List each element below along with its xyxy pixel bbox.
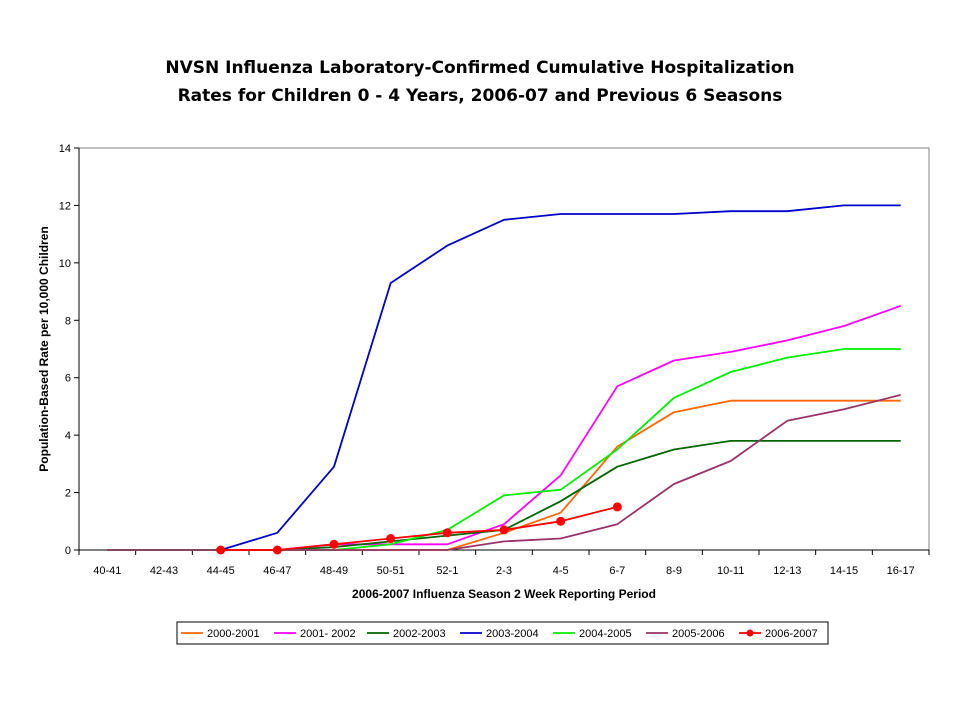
y-tick-label: 12 [59, 200, 71, 212]
data-point-2006-2007 [386, 534, 396, 544]
data-point-2006-2007 [272, 545, 282, 555]
y-axis-title: Population-Based Rate per 10,000 Childre… [37, 226, 51, 471]
series-line-2006-2007 [220, 506, 618, 551]
x-axis-title: 2006-2007 Influenza Season 2 Week Report… [352, 587, 656, 601]
y-tick-label: 8 [65, 315, 71, 327]
legend-label: 2005-2006 [672, 628, 725, 640]
x-tick-label: 48-49 [320, 565, 348, 577]
series-line-2001-2002 [107, 305, 902, 551]
x-tick-label: 10-11 [717, 565, 744, 577]
y-tick-label: 2 [65, 488, 71, 500]
x-tick-label: 12-13 [773, 565, 801, 577]
y-tick-label: 6 [65, 373, 71, 385]
y-tick-label: 0 [65, 545, 71, 557]
x-tick-label: 14-15 [830, 565, 858, 577]
legend-label: 2002-2003 [393, 628, 446, 640]
data-point-2006-2007 [329, 539, 339, 549]
x-tick-label: 46-47 [263, 565, 291, 577]
x-tick-label: 2-3 [496, 565, 512, 577]
y-tick-label: 4 [65, 430, 71, 442]
x-tick-label: 50-51 [377, 565, 405, 577]
x-tick-label: 6-7 [609, 565, 625, 577]
chart-title-line-2: Rates for Children 0 - 4 Years, 2006-07 … [177, 86, 783, 106]
x-tick-label: 42-43 [150, 565, 178, 577]
x-axis: 40-41 42-43 44-45 46-47 48-49 50-51 52-1 2-3 4-5… [78, 549, 930, 577]
y-axis: 0 2 4 6 8 10 12 14 [59, 143, 80, 557]
data-point-2006-2007 [499, 525, 509, 535]
y-tick-label: 14 [59, 143, 71, 155]
legend-label: 2004-2005 [579, 628, 632, 640]
legend-label: 2000-2001 [207, 628, 260, 640]
series-lines [107, 204, 902, 555]
x-tick-label: 8-9 [666, 565, 682, 577]
x-tick-label: 40-41 [93, 565, 121, 577]
x-tick-label: 16-17 [887, 565, 915, 577]
legend-label: 2001- 2002 [300, 628, 356, 640]
series-line-2003-2004 [107, 204, 901, 551]
x-tick-label: 52-1 [436, 565, 458, 577]
x-tick-label: 44-45 [207, 565, 235, 577]
data-point-2006-2007 [442, 528, 452, 538]
data-point-2006-2007 [216, 545, 226, 555]
data-point-2006-2007 [612, 502, 622, 512]
chart-title-line-1: NVSN Influenza Laboratory-Confirmed Cumu… [165, 58, 795, 78]
x-tick-label: 4-5 [553, 565, 569, 577]
legend: 2000-2001 2001- 2002 2002-2003 2003-2004 200… [176, 621, 829, 645]
legend-label: 2006-2007 [765, 628, 818, 640]
data-point-2006-2007 [556, 516, 566, 526]
y-tick-label: 10 [59, 258, 71, 270]
legend-label: 2003-2004 [486, 628, 539, 640]
legend-marker [746, 629, 754, 637]
plot-area [78, 147, 930, 551]
series-line-2004-2005 [107, 348, 901, 551]
